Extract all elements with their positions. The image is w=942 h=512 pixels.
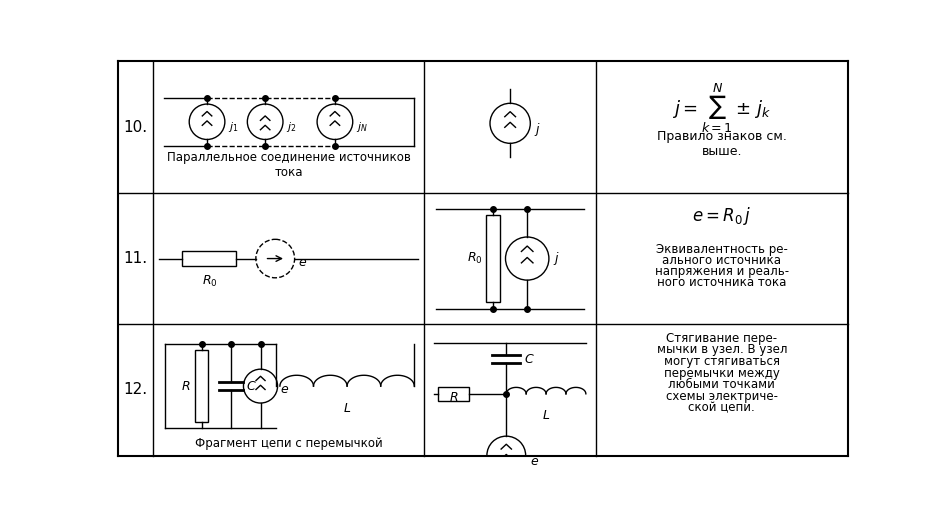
Text: Параллельное соединение источников
тока: Параллельное соединение источников тока [167,151,411,179]
FancyBboxPatch shape [438,387,469,401]
Text: $L$: $L$ [343,401,351,415]
Text: $e$: $e$ [298,256,307,269]
Text: $R_0$: $R_0$ [466,251,482,266]
Text: схемы электриче-: схемы электриче- [666,390,778,403]
FancyBboxPatch shape [195,350,208,422]
Text: $R$: $R$ [449,391,459,404]
Text: напряжения и реаль-: напряжения и реаль- [655,265,789,278]
Text: $C$: $C$ [246,379,256,393]
FancyBboxPatch shape [486,215,500,303]
Text: Правило знаков см.
выше.: Правило знаков см. выше. [657,130,787,158]
Text: $j = \sum_{k=1}^{N} \pm\, j_k$: $j = \sum_{k=1}^{N} \pm\, j_k$ [672,81,771,135]
Text: $e = R_0\, j$: $e = R_0\, j$ [692,205,752,227]
Text: 10.: 10. [123,120,147,135]
Text: $L$: $L$ [542,409,550,422]
Text: $C$: $C$ [524,353,535,366]
FancyBboxPatch shape [182,251,236,266]
Text: $R_0$: $R_0$ [202,274,218,289]
Text: $j_1$: $j_1$ [228,120,238,134]
Text: $j_2$: $j_2$ [286,120,297,134]
Text: могут стягиваться: могут стягиваться [664,355,780,368]
Text: Фрагмент цепи с перемычкой: Фрагмент цепи с перемычкой [195,437,382,450]
Text: любыми точками: любыми точками [669,378,775,391]
Text: ального источника: ального источника [662,254,781,267]
Text: $j$: $j$ [553,250,560,267]
Text: Стягивание пере-: Стягивание пере- [666,332,777,345]
Text: мычки в узел. В узел: мычки в узел. В узел [657,344,788,356]
Text: $e$: $e$ [280,383,289,396]
Text: $j_N$: $j_N$ [356,120,367,134]
Text: $e$: $e$ [529,455,539,467]
Text: ской цепи.: ской цепи. [689,401,755,414]
Text: 11.: 11. [123,251,147,266]
Text: ного источника тока: ного источника тока [658,275,787,288]
Text: 12.: 12. [123,382,147,397]
Text: перемычки между: перемычки между [664,367,780,379]
Text: $R$: $R$ [181,379,191,393]
Text: $j$: $j$ [534,121,541,138]
Text: Эквивалентность ре-: Эквивалентность ре- [656,243,788,256]
